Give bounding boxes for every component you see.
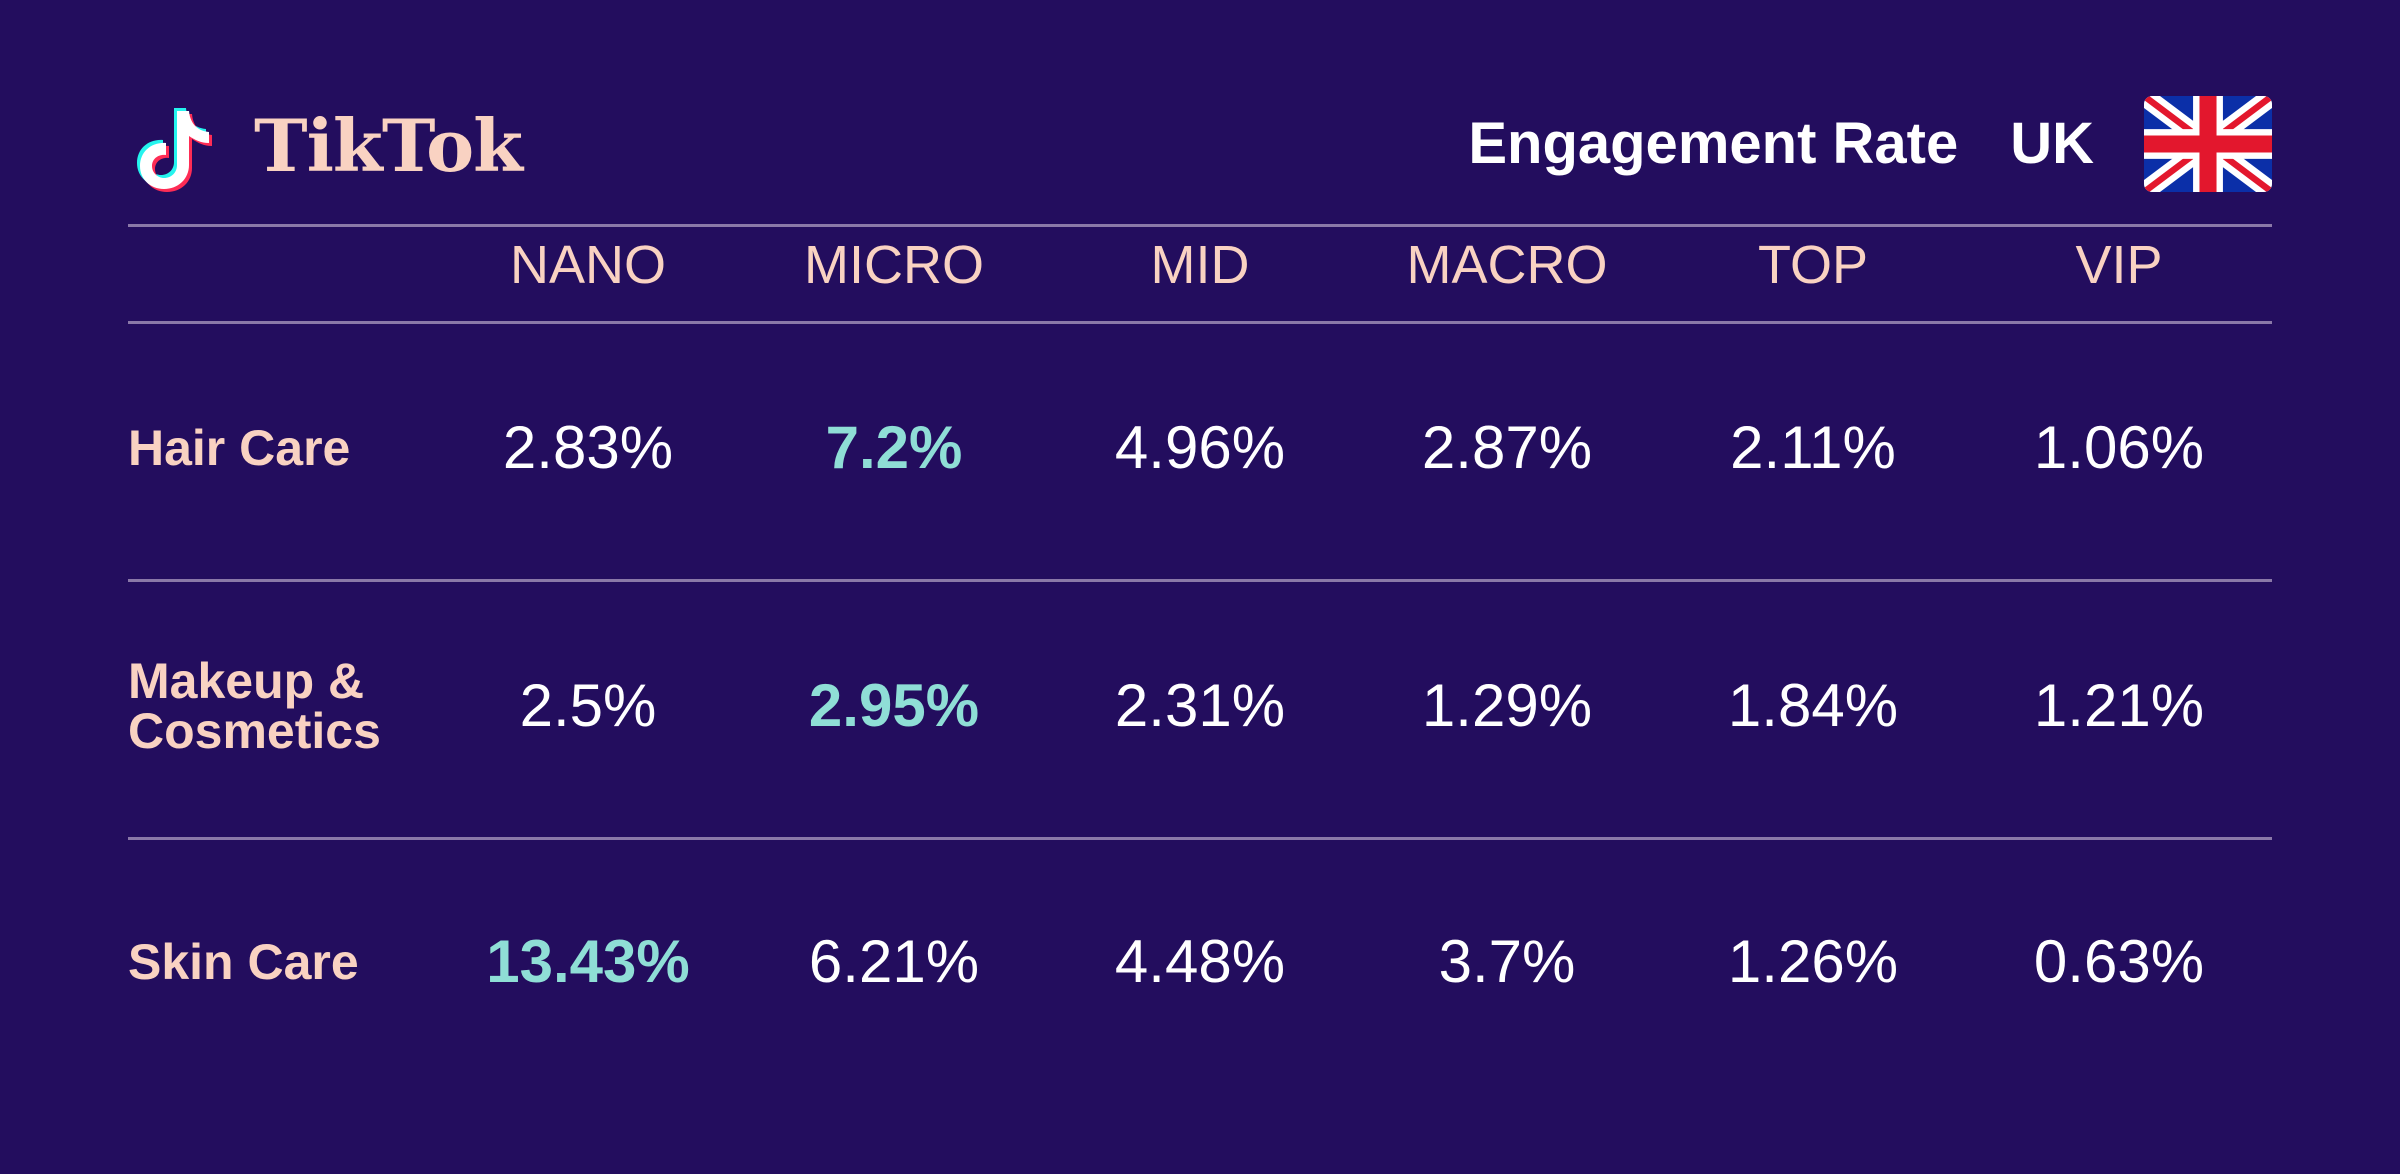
table-cell: 1.29%	[1421, 672, 1593, 739]
row-label: Skin Care	[128, 937, 359, 987]
chart-header: Engagement Rate UK	[1468, 94, 2272, 194]
row-label-line: Cosmetics	[128, 703, 381, 759]
country-label: UK	[2010, 111, 2094, 176]
column-header-macro: MACRO	[1406, 235, 1608, 295]
table-cell: 2.83%	[502, 414, 674, 481]
table-cell: 1.26%	[1727, 928, 1899, 995]
table-cell: 2.95%	[808, 672, 980, 739]
column-header-top: TOP	[1757, 235, 1869, 295]
table-divider	[128, 579, 2272, 582]
table-cell: 2.31%	[1114, 672, 1286, 739]
table-cell: 1.84%	[1727, 672, 1899, 739]
row-label-line: Skin Care	[128, 934, 359, 990]
table-cell: 2.5%	[519, 672, 657, 739]
table-cell: 1.21%	[2033, 672, 2205, 739]
table-cell: 2.11%	[1730, 414, 1896, 481]
table-cell: 2.87%	[1421, 414, 1593, 481]
table-divider	[128, 321, 2272, 324]
column-header-nano: NANO	[509, 235, 666, 295]
chart-title: Engagement Rate	[1468, 111, 1959, 176]
table-cell: 4.96%	[1114, 414, 1286, 481]
table-cell: 6.21%	[808, 928, 980, 995]
row-label: Makeup & Cosmetics	[128, 656, 381, 756]
table-cell: 0.63%	[2033, 928, 2205, 995]
table-divider	[128, 224, 2272, 227]
tiktok-note-icon	[137, 108, 212, 192]
brand: TikTok	[128, 96, 523, 196]
column-header-micro: MICRO	[804, 235, 984, 295]
column-header-mid: MID	[1150, 235, 1250, 295]
table-cell: 1.06%	[2033, 414, 2205, 481]
table-cell: 4.48%	[1114, 928, 1286, 995]
uk-flag-icon	[2144, 96, 2272, 192]
table-divider	[128, 837, 2272, 840]
column-header-vip: VIP	[2075, 235, 2163, 295]
row-label: Hair Care	[128, 423, 350, 473]
row-label-line: Hair Care	[128, 420, 351, 476]
table-cell: 3.7%	[1438, 928, 1576, 995]
table-cell: 13.43%	[486, 928, 690, 995]
brand-name: TikTok	[254, 103, 523, 188]
table-cell: 7.2%	[825, 414, 963, 481]
row-label-line: Makeup &	[128, 653, 365, 709]
